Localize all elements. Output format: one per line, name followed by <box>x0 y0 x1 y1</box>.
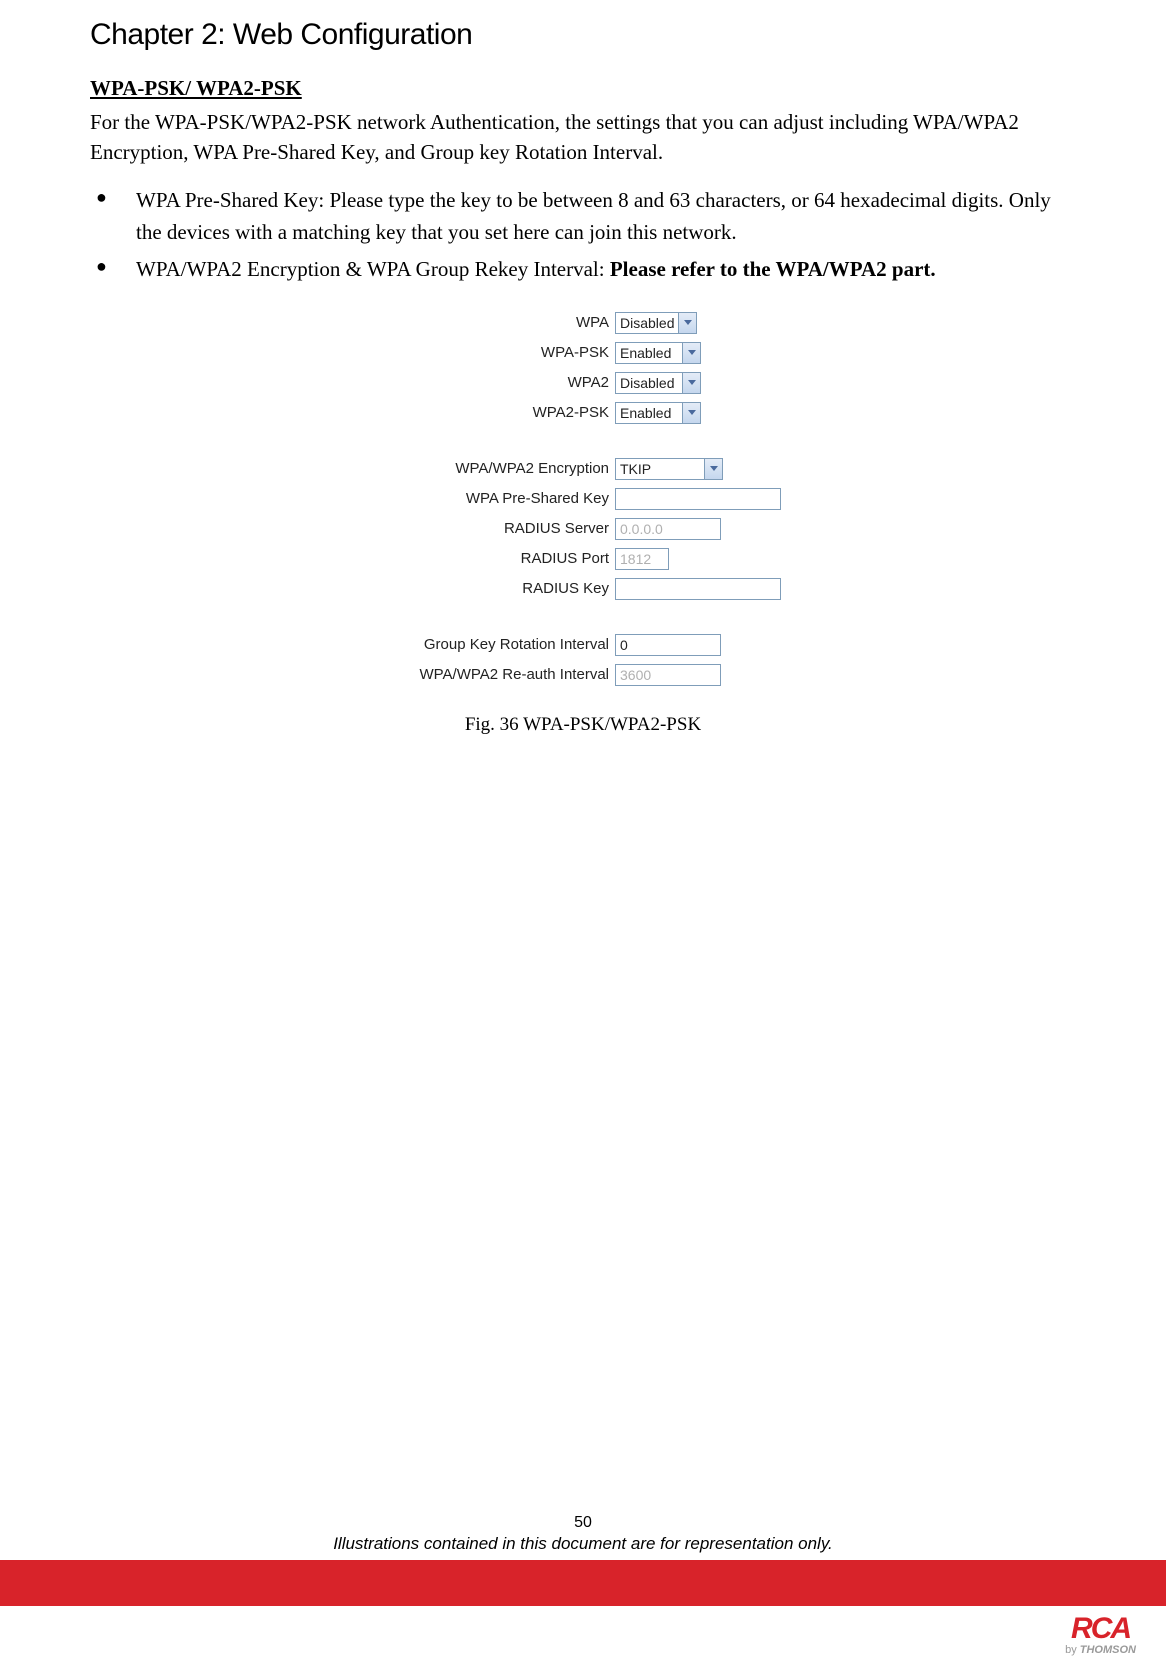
row-wpa: WPA Disabled <box>385 310 781 336</box>
label-radius-server: RADIUS Server <box>385 520 615 537</box>
input-radius-port: 1812 <box>615 548 669 570</box>
footer-logo-strip: RCA by THOMSON <box>0 1606 1166 1664</box>
row-wpa2: WPA2 Disabled <box>385 370 781 396</box>
label-psk: WPA Pre-Shared Key <box>385 490 615 507</box>
brand-logo: RCA by THOMSON <box>1065 1615 1136 1656</box>
label-radius-key: RADIUS Key <box>385 580 615 597</box>
chevron-down-icon <box>682 403 700 423</box>
logo-byline: by THOMSON <box>1065 1644 1136 1656</box>
select-encryption[interactable]: TKIP <box>615 458 723 480</box>
select-value: Enabled <box>620 345 678 361</box>
input-group-key[interactable]: 0 <box>615 634 721 656</box>
figure-area: WPA Disabled WPA-PSK Enabled <box>90 310 1076 736</box>
row-wpa2-psk: WPA2-PSK Enabled <box>385 400 781 426</box>
row-wpa-psk: WPA-PSK Enabled <box>385 340 781 366</box>
label-group-key: Group Key Rotation Interval <box>385 636 615 653</box>
footer-red-bar <box>0 1560 1166 1606</box>
select-value: Enabled <box>620 405 678 421</box>
row-encryption: WPA/WPA2 Encryption TKIP <box>385 456 781 482</box>
label-wpa: WPA <box>385 314 615 331</box>
rca-logo-text: RCA <box>1065 1615 1136 1642</box>
intro-paragraph: For the WPA-PSK/WPA2-PSK network Authent… <box>90 107 1076 168</box>
select-wpa2[interactable]: Disabled <box>615 372 701 394</box>
label-wpa-psk: WPA-PSK <box>385 344 615 361</box>
select-value: Disabled <box>620 315 674 331</box>
input-reauth: 3600 <box>615 664 721 686</box>
row-psk: WPA Pre-Shared Key <box>385 486 781 512</box>
row-group-key: Group Key Rotation Interval 0 <box>385 632 781 658</box>
bullet-list: WPA Pre-Shared Key: Please type the key … <box>90 184 1076 286</box>
label-wpa2-psk: WPA2-PSK <box>385 404 615 421</box>
row-radius-server: RADIUS Server 0.0.0.0 <box>385 516 781 542</box>
footer-disclaimer: Illustrations contained in this document… <box>0 1534 1166 1554</box>
logo-brand-text: THOMSON <box>1080 1644 1136 1656</box>
chevron-down-icon <box>704 459 722 479</box>
page-footer: 50 Illustrations contained in this docum… <box>0 1514 1166 1664</box>
logo-by-text: by <box>1065 1644 1080 1656</box>
bullet-bold-text: Please refer to the WPA/WPA2 part. <box>610 257 936 281</box>
label-radius-port: RADIUS Port <box>385 550 615 567</box>
select-wpa-psk[interactable]: Enabled <box>615 342 701 364</box>
select-wpa[interactable]: Disabled <box>615 312 697 334</box>
figure-caption: Fig. 36 WPA-PSK/WPA2-PSK <box>90 714 1076 736</box>
label-encryption: WPA/WPA2 Encryption <box>385 460 615 477</box>
bullet-pre-text: WPA/WPA2 Encryption & WPA Group Rekey In… <box>136 257 610 281</box>
row-radius-key: RADIUS Key <box>385 576 781 602</box>
select-value: Disabled <box>620 375 678 391</box>
chevron-down-icon <box>682 343 700 363</box>
chevron-down-icon <box>678 313 696 333</box>
page-number: 50 <box>0 1514 1166 1532</box>
select-value: TKIP <box>620 461 700 477</box>
bullet-item: WPA/WPA2 Encryption & WPA Group Rekey In… <box>90 253 1076 286</box>
select-wpa2-psk[interactable]: Enabled <box>615 402 701 424</box>
chapter-title: Chapter 2: Web Configuration <box>90 18 1076 52</box>
input-radius-key[interactable] <box>615 578 781 600</box>
row-radius-port: RADIUS Port 1812 <box>385 546 781 572</box>
chevron-down-icon <box>682 373 700 393</box>
bullet-text: WPA Pre-Shared Key: Please type the key … <box>136 188 1051 245</box>
bullet-item: WPA Pre-Shared Key: Please type the key … <box>90 184 1076 249</box>
section-title: WPA-PSK/ WPA2-PSK <box>90 76 1076 101</box>
label-wpa2: WPA2 <box>385 374 615 391</box>
input-radius-server: 0.0.0.0 <box>615 518 721 540</box>
input-psk[interactable] <box>615 488 781 510</box>
config-form: WPA Disabled WPA-PSK Enabled <box>385 310 781 692</box>
label-reauth: WPA/WPA2 Re-auth Interval <box>385 666 615 683</box>
row-reauth: WPA/WPA2 Re-auth Interval 3600 <box>385 662 781 688</box>
